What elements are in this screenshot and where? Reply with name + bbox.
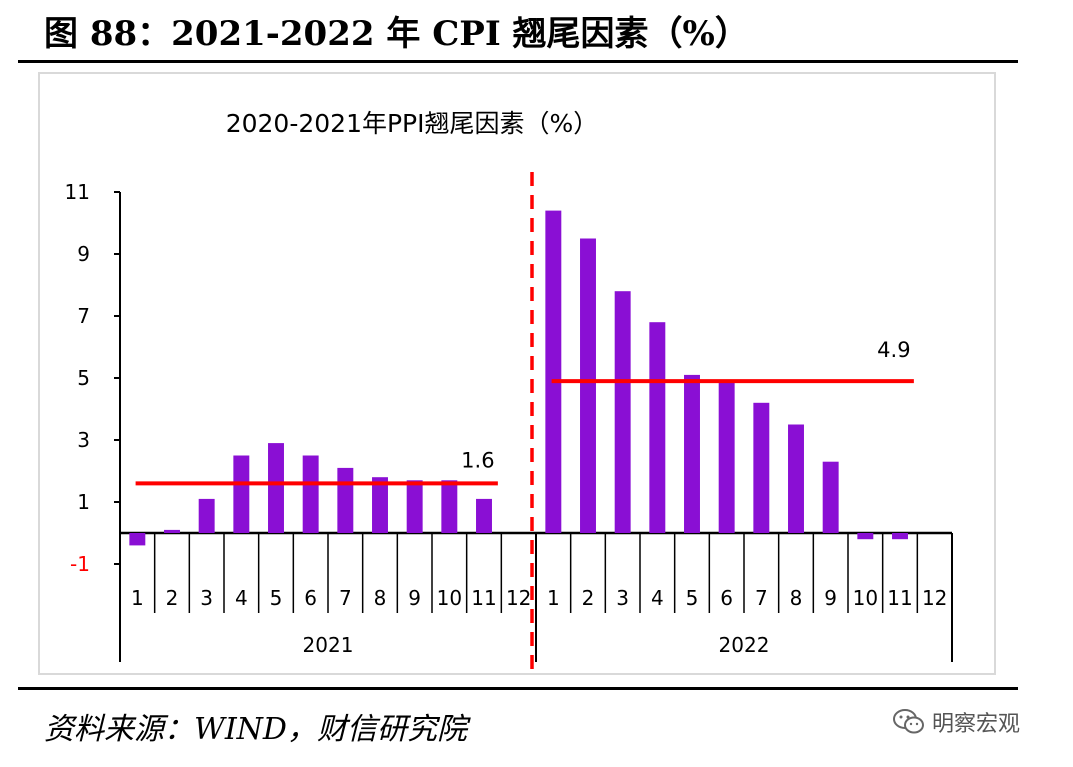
x-category-label: 12 [922,586,947,610]
bar [406,480,423,533]
bar [302,455,319,533]
bar [372,477,388,533]
figure-title: 图 88：2021-2022 年 CPI 翘尾因素（%） [44,14,749,54]
bar [268,443,284,533]
chart-frame: 2020-2021年PPI翘尾因素（%） -1 1 3 5 7 9 11 1 2 3 4 5 6 7 8 9 10… [38,72,996,675]
x-category-label: 10 [853,586,878,610]
x-category-label: 1 [547,586,560,610]
bar [718,381,735,533]
bar [476,498,492,533]
y-tick-label: -1 [70,552,90,576]
bar [441,480,458,533]
source-note: 资料来源：WIND，财信研究院 [44,712,467,747]
x-category-label: 2 [582,586,595,610]
bar [684,374,700,533]
y-tick-label: 5 [77,366,90,390]
average-label: 4.9 [877,338,910,362]
wechat-icon [893,709,924,734]
bar [580,238,596,533]
bar [198,498,215,533]
y-tick-label: 3 [77,428,90,452]
bar [788,424,804,533]
top-rule [18,60,1018,63]
x-category-label: 10 [437,586,462,610]
bar [545,210,562,533]
y-tick-label: 11 [65,180,90,204]
x-category-label: 4 [651,586,664,610]
x-category-label: 12 [506,586,531,610]
y-tick-label: 7 [77,304,90,328]
x-category-label: 9 [824,586,837,610]
x-category-label: 11 [471,586,496,610]
bar [614,291,631,533]
x-category-label: 5 [686,586,699,610]
x-category-label: 7 [755,586,768,610]
bottom-rule [18,687,1018,690]
x-category-label: 4 [235,586,248,610]
chart-title: 2020-2021年PPI翘尾因素（%） [226,109,599,138]
x-category-label: 3 [616,586,629,610]
x-group-label: 2021 [303,633,354,657]
x-category-label: 11 [887,586,912,610]
x-category-label: 3 [200,586,213,610]
bar [129,533,146,546]
x-category-label: 9 [408,586,421,610]
bar [233,455,250,533]
bar [753,402,770,533]
bar [649,322,666,533]
average-label: 1.6 [461,448,494,472]
x-category-label: 6 [720,586,733,610]
x-category-label: 2 [166,586,179,610]
x-group-label: 2022 [719,633,770,657]
x-category-label: 1 [131,586,144,610]
x-category-label: 5 [270,586,283,610]
bar [892,533,908,540]
x-category-label: 6 [304,586,317,610]
x-category-label: 8 [790,586,803,610]
watermark: 明察宏观 [892,706,1020,738]
bar [164,529,180,533]
y-tick-label: 1 [77,490,90,514]
y-tick-label: 9 [77,242,90,266]
bar [337,467,354,533]
bar [822,461,839,533]
x-category-label: 7 [339,586,352,610]
x-category-label: 8 [374,586,387,610]
bar [857,533,874,540]
watermark-text: 明察宏观 [932,712,1021,737]
